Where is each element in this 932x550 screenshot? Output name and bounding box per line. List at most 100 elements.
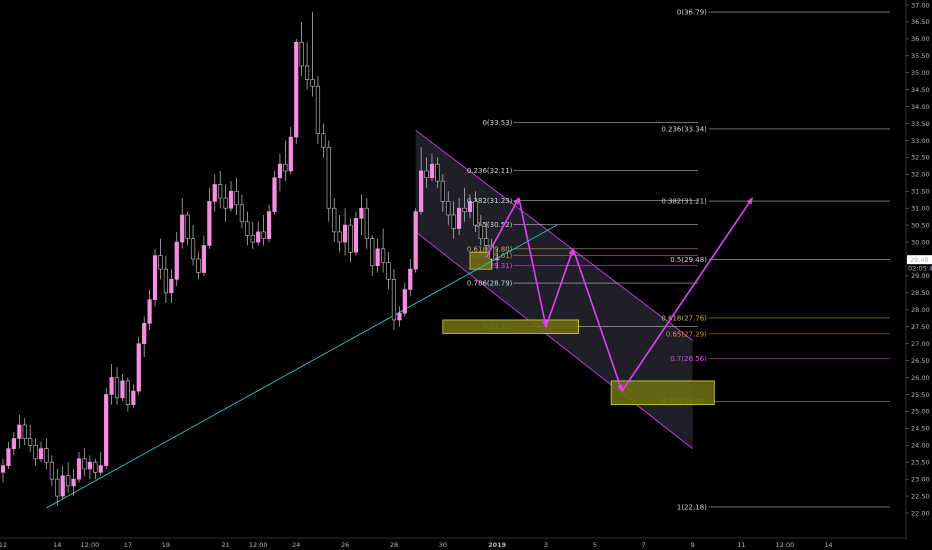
- candle-body: [457, 207, 462, 229]
- price-axis-label-11: 31.50: [911, 188, 930, 196]
- time-axis-label-15: 9: [691, 541, 695, 549]
- time-axis-label-14: 7: [642, 541, 646, 549]
- price-axis-label-14: 30.00: [911, 238, 930, 246]
- price-axis-label-1: 36.50: [911, 18, 930, 26]
- candle-body: [6, 448, 11, 466]
- price-axis-label-5: 34.50: [911, 86, 930, 94]
- candle-body: [207, 201, 212, 246]
- candle-body: [104, 394, 109, 466]
- price-axis-label-23: 25.50: [911, 391, 930, 399]
- time-axis-label-8: 26: [341, 541, 349, 549]
- time-axis-label-2: 12:00: [81, 541, 100, 549]
- price-axis-label-28: 23.00: [911, 475, 930, 483]
- candle-body: [272, 177, 277, 212]
- fib-left-label-0: 0(33.53): [482, 119, 512, 127]
- time-axis-label-18: 14: [824, 541, 832, 549]
- candle-body: [397, 312, 402, 321]
- projection-arrow-1[interactable]: [518, 197, 548, 328]
- projection-arrow-4[interactable]: [621, 197, 754, 392]
- candle-body: [413, 211, 418, 270]
- candle-body: [348, 224, 353, 253]
- time-axis-label-10: 30: [439, 541, 447, 549]
- candle-body: [462, 207, 467, 212]
- candle-body: [180, 214, 185, 243]
- candle-body: [131, 390, 136, 405]
- price-axis-label-7: 33.50: [911, 120, 930, 128]
- candle-body: [158, 255, 163, 270]
- candle-body: [467, 201, 473, 212]
- price-axis-label-8: 33.00: [911, 137, 930, 145]
- fib-left-label-6: 0.7(29.31): [476, 262, 513, 270]
- candle-body: [266, 211, 272, 239]
- candle-body: [256, 231, 261, 243]
- candle-body: [370, 238, 375, 267]
- candle-body: [11, 438, 16, 449]
- fib-right-label-4: 0.618(27.76): [661, 314, 707, 322]
- candle-body: [66, 475, 71, 487]
- candle-body: [174, 241, 179, 280]
- candle-body: [152, 255, 158, 300]
- candle-body: [315, 85, 321, 134]
- price-axis-label-13: 30.50: [911, 221, 930, 229]
- candle-body: [288, 136, 293, 172]
- candle-body: [212, 184, 217, 202]
- descending-channel[interactable]: [415, 129, 693, 449]
- time-axis-label-9: 28: [390, 541, 398, 549]
- candle-body: [55, 478, 60, 497]
- price-axis-label-0: 37.00: [911, 1, 930, 9]
- time-axis-label-0: 12: [0, 541, 7, 549]
- candle-body: [163, 268, 169, 294]
- fib-right-label-3: 0.5(29.48): [670, 256, 707, 264]
- candle-body: [250, 234, 255, 243]
- candle-body: [391, 279, 397, 321]
- candle-body: [310, 79, 315, 87]
- channel-lower-line[interactable]: [415, 231, 693, 449]
- candle-body: [402, 289, 407, 314]
- time-axis-label-13: 5: [593, 541, 597, 549]
- candle-body: [478, 224, 483, 239]
- candle-body: [408, 268, 413, 290]
- candle-body: [364, 207, 369, 239]
- time-axis-label-4: 19: [162, 541, 170, 549]
- candle-body: [109, 377, 114, 395]
- target-zone-2[interactable]: [610, 380, 715, 406]
- candle-body: [0, 465, 6, 473]
- candle-body: [196, 258, 201, 273]
- time-axis-label-3: 17: [124, 541, 132, 549]
- candle-body: [321, 133, 326, 148]
- projection-arrows[interactable]: [485, 197, 754, 393]
- projection-arrow-0[interactable]: [485, 197, 520, 258]
- candle-body: [136, 343, 141, 392]
- target-zones[interactable]: [442, 251, 715, 406]
- time-axis[interactable]: 12 14 12:00 17 19 21 12:00 24 26 28 30 2019 3 5 7 9 11 12…: [0, 537, 906, 549]
- trendline-line[interactable]: [46, 224, 558, 509]
- price-axis-label-6: 34.00: [911, 103, 930, 111]
- current-price-badge[interactable]: [907, 255, 932, 265]
- price-axis-label-20: 27.00: [911, 340, 930, 348]
- time-axis-label-7: 24: [292, 541, 300, 549]
- candle-body: [451, 214, 456, 229]
- candle-body: [359, 207, 364, 219]
- candle-body: [435, 163, 440, 182]
- fib-left-label-3: 0.5(30.52): [476, 221, 513, 229]
- price-axis-label-25: 24.50: [911, 425, 930, 433]
- candle-body: [223, 197, 228, 209]
- candle-body: [424, 170, 429, 179]
- candle-body: [142, 323, 147, 344]
- price-axis-label-10: 32.00: [911, 171, 930, 179]
- ascending-trendline[interactable]: [46, 224, 558, 509]
- price-axis[interactable]: 37.00 36.50 36.00 35.50 35.00 34.50 34.00 33.50…: [905, 0, 932, 540]
- channel-upper-line[interactable]: [415, 129, 693, 341]
- candle-body: [93, 461, 98, 473]
- projection-arrow-3[interactable]: [572, 248, 623, 393]
- bar-countdown-label: 02:05:40: [908, 265, 932, 273]
- candle-body: [44, 448, 49, 463]
- fib-right-label-1: 0.236(33.34): [661, 125, 707, 133]
- target-zone-1[interactable]: [442, 319, 579, 334]
- time-axis-label-6: 12:00: [249, 541, 268, 549]
- projection-arrow-2[interactable]: [545, 247, 575, 327]
- price-axis-label-12: 31.00: [911, 205, 930, 213]
- candle-body: [28, 438, 33, 446]
- candle-body: [342, 224, 348, 243]
